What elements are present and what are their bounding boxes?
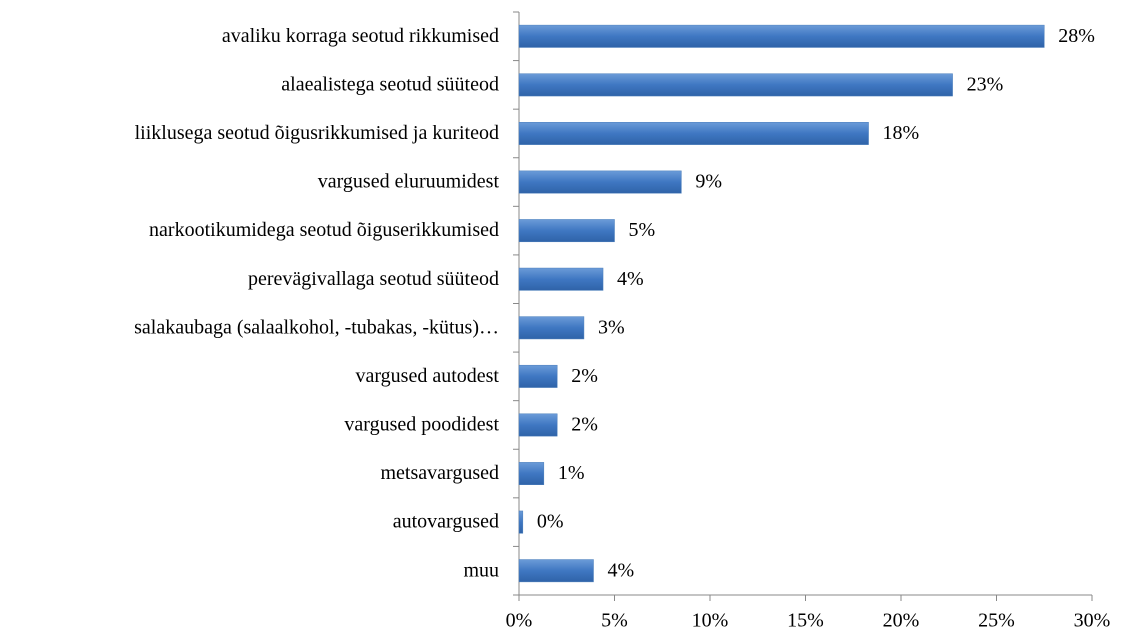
x-tick-label: 15%: [787, 610, 824, 632]
data-label: 4%: [617, 268, 644, 290]
x-tick-label: 20%: [883, 610, 920, 632]
bar: [518, 73, 953, 97]
data-label: 3%: [598, 316, 625, 338]
bar: [518, 219, 615, 243]
y-tick-label: vargused autodest: [356, 365, 500, 387]
x-tick-label: 30%: [1074, 610, 1111, 632]
data-label: 5%: [629, 219, 656, 241]
data-label: 0%: [537, 511, 564, 533]
y-tick-label: muu: [463, 559, 499, 581]
data-label: 4%: [607, 559, 634, 581]
y-tick-label: liiklusega seotud õigusrikkumised ja kur…: [135, 122, 499, 144]
data-label: 9%: [695, 171, 722, 193]
y-tick-label: avaliku korraga seotud rikkumised: [222, 25, 499, 47]
y-tick-label: vargused eluruumidest: [318, 171, 500, 193]
y-tick-label: vargused poodidest: [344, 414, 499, 436]
data-label: 2%: [571, 365, 598, 387]
bar: [518, 267, 604, 291]
data-label: 18%: [883, 122, 920, 144]
bar: [518, 559, 594, 583]
y-tick-label: metsavargused: [381, 462, 500, 484]
data-label: 23%: [967, 73, 1004, 95]
bar: [518, 170, 682, 194]
bar: [518, 316, 585, 340]
y-tick-label: alaealistega seotud süüteod: [281, 73, 499, 95]
x-tick-label: 0%: [506, 610, 533, 632]
data-label: 2%: [571, 414, 598, 436]
y-tick-label: narkootikumidega seotud õiguserikkumised: [149, 219, 499, 241]
x-tick-label: 10%: [692, 610, 729, 632]
x-tick-label: 25%: [978, 610, 1015, 632]
x-tick-label: 5%: [601, 610, 628, 632]
y-tick-label: perevägivallaga seotud süüteod: [248, 268, 499, 290]
bar: [518, 462, 545, 485]
y-tick-label: autovargused: [393, 511, 499, 533]
bar: [518, 510, 524, 534]
data-label: 1%: [558, 462, 585, 484]
bar: [518, 364, 558, 388]
bar: [518, 122, 869, 145]
bar: [518, 24, 1045, 48]
bar: [518, 413, 558, 437]
y-tick-label: salakaubaga (salaalkohol, -tubakas, -küt…: [134, 316, 499, 338]
data-label: 28%: [1058, 25, 1095, 47]
